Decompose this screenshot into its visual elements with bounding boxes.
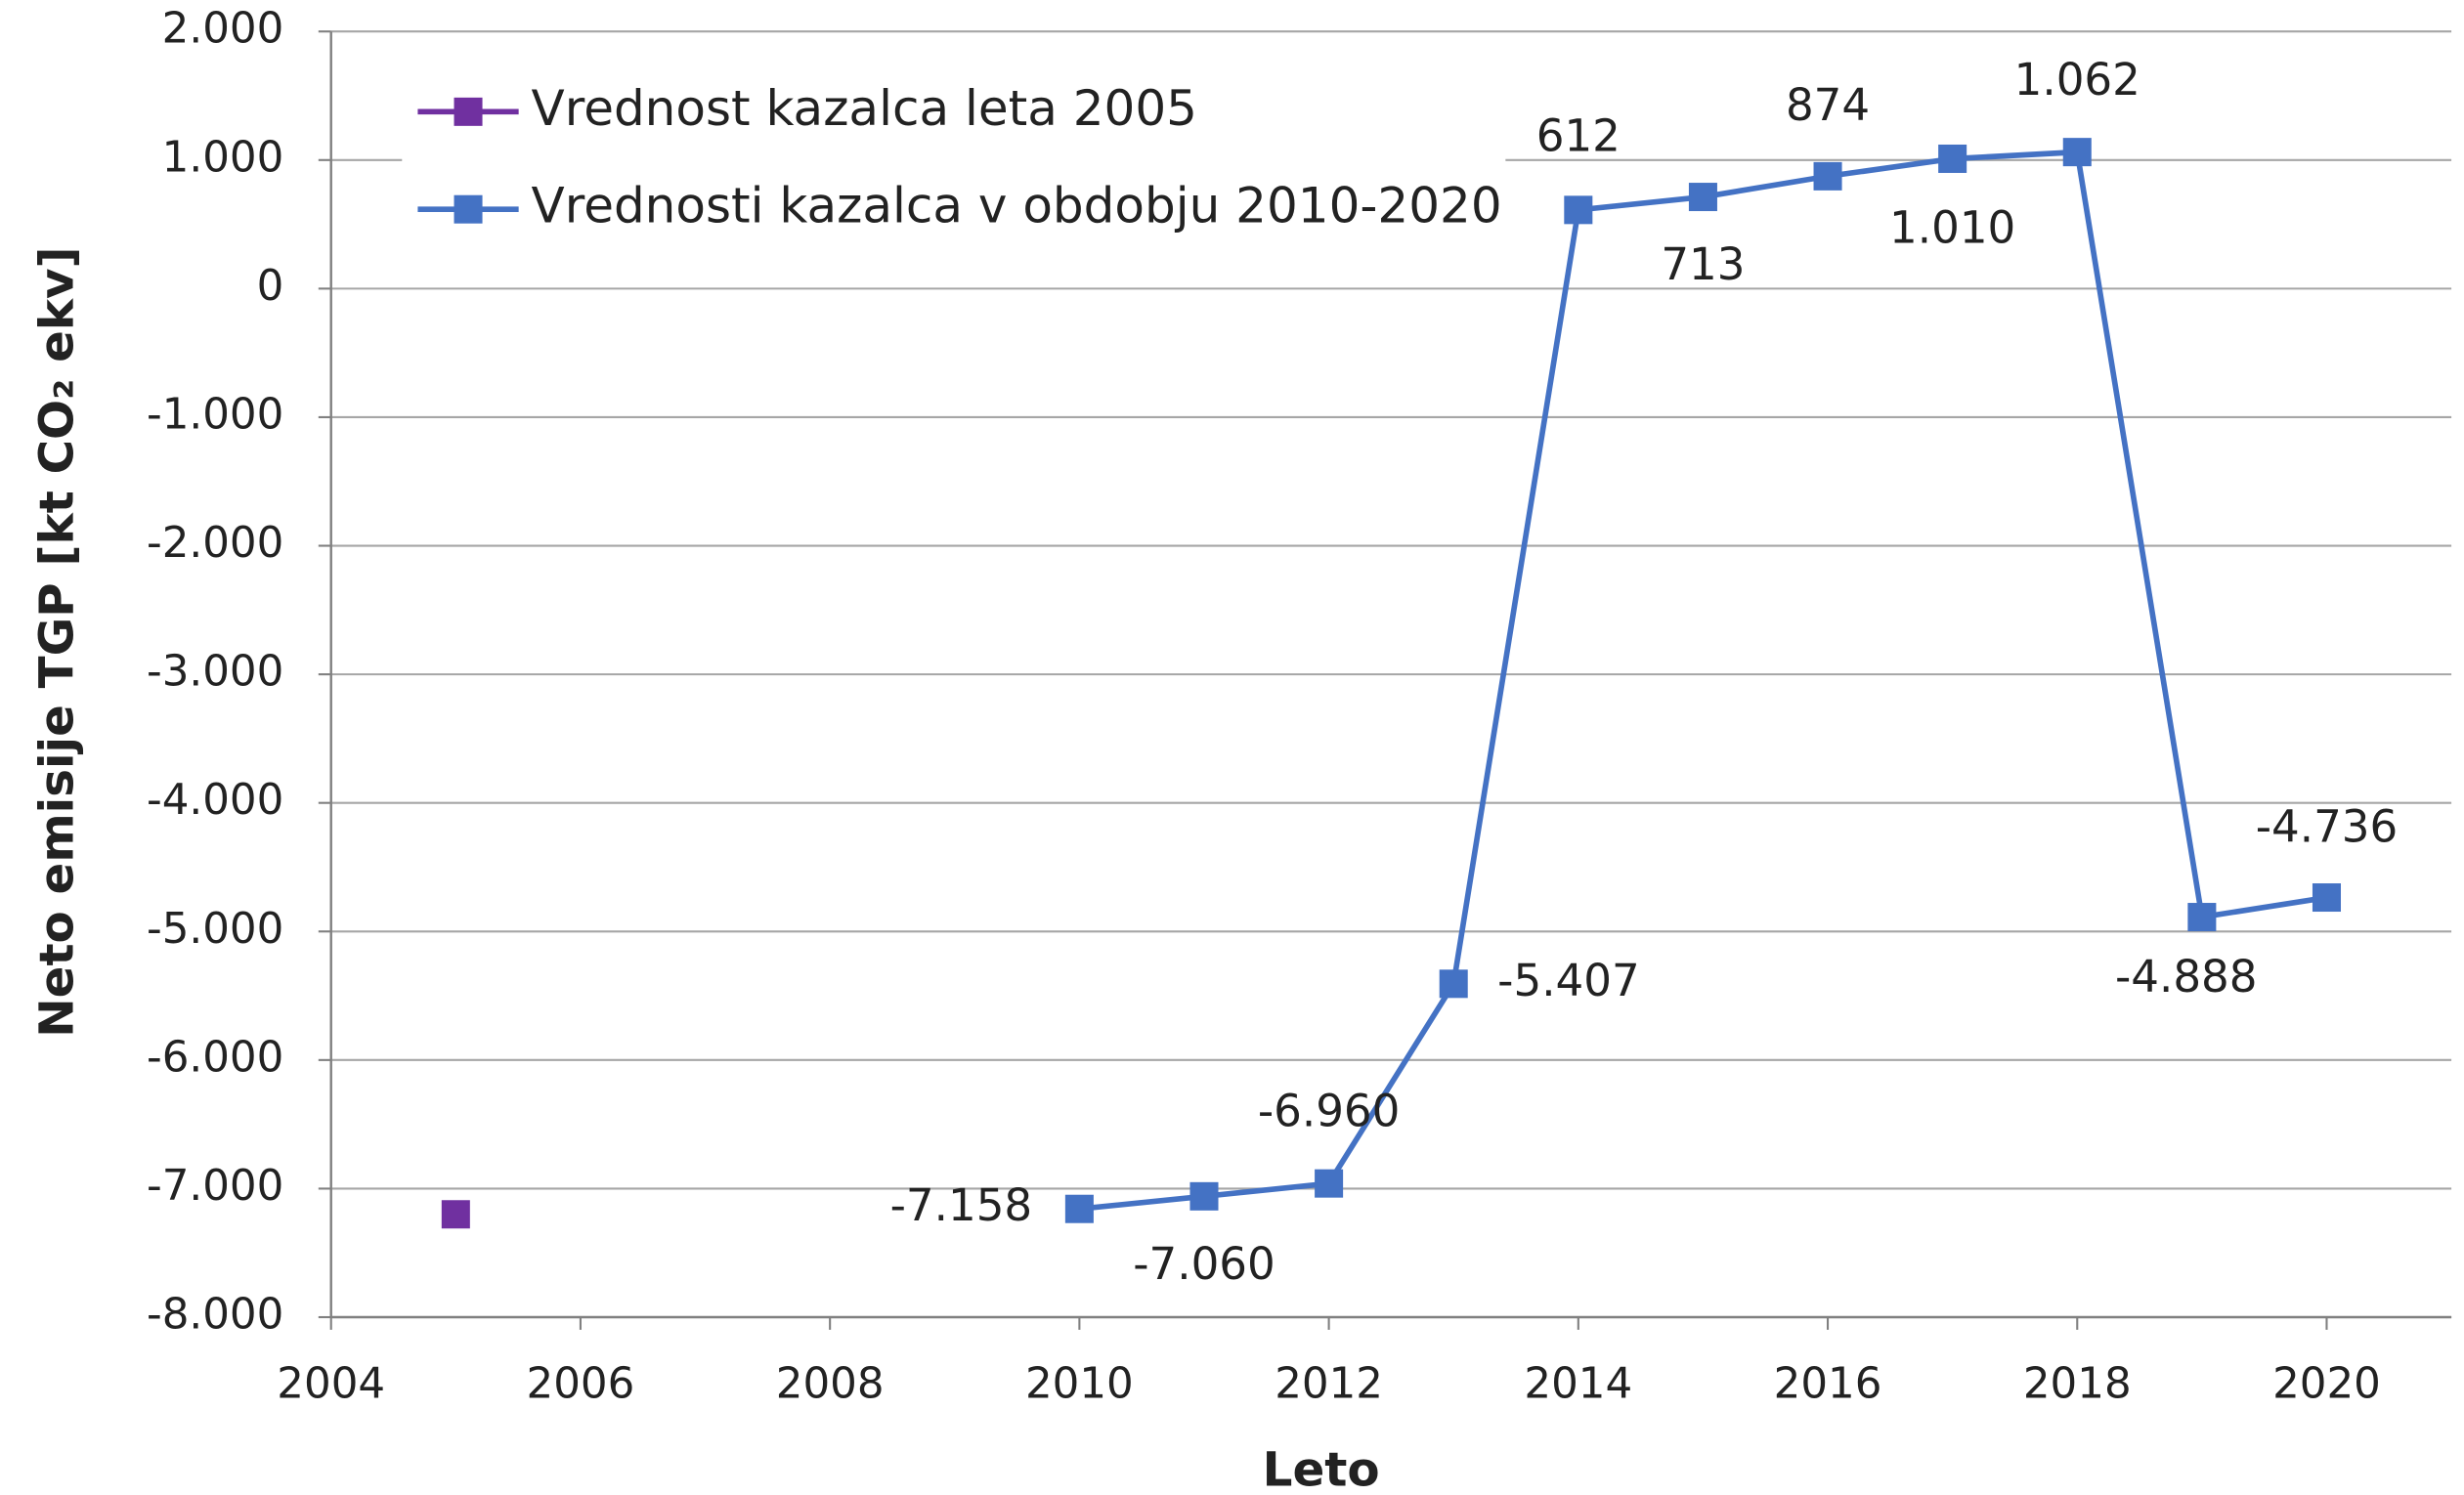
y-tick-label: 2.000: [162, 5, 284, 54]
data-label: 874: [1786, 79, 1870, 131]
y-tick-label: 0: [257, 262, 284, 311]
x-tick-label: 2004: [277, 1359, 385, 1408]
point-marker: [1688, 183, 1717, 212]
x-tick-label: 2012: [1275, 1359, 1383, 1408]
x-tick-label: 2018: [2023, 1359, 2132, 1408]
data-label: 612: [1536, 109, 1621, 161]
x-tick-label: 2008: [776, 1359, 885, 1408]
legend-label: Vrednost kazalca leta 2005: [532, 80, 1197, 137]
point-marker: [2312, 883, 2342, 913]
point-marker: [1315, 1169, 1344, 1198]
legend-label: Vrednosti kazalca v obdobju 2010-2020: [532, 178, 1502, 235]
legend-marker: [454, 97, 483, 126]
data-label: -6.960: [1258, 1085, 1401, 1136]
y-tick-label: -6.000: [147, 1033, 283, 1082]
x-axis-title: Leto: [1263, 1442, 1380, 1495]
y-tick-label: -1.000: [147, 390, 283, 439]
x-tick-label: 2016: [1774, 1359, 1882, 1408]
x-tick-label: 2006: [527, 1359, 635, 1408]
data-label: -4.888: [2115, 951, 2258, 1003]
point-marker: [441, 1200, 470, 1229]
point-marker: [1439, 969, 1468, 999]
point-marker: [1064, 1194, 1094, 1223]
point-marker: [1938, 144, 1967, 173]
x-tick-label: 2020: [2272, 1359, 2381, 1408]
y-tick-label: -4.000: [147, 776, 283, 825]
y-axis-title: Neto emisije TGP [kt CO₂ ekv]: [29, 246, 84, 1037]
data-label: 1.062: [2014, 54, 2140, 106]
legend-box: [402, 63, 1506, 268]
data-label: -7.158: [890, 1179, 1033, 1231]
legend-marker: [454, 194, 483, 224]
data-label: -7.060: [1133, 1238, 1275, 1290]
y-tick-label: -8.000: [147, 1291, 283, 1340]
y-tick-label: -3.000: [147, 648, 283, 697]
data-label: 713: [1661, 238, 1745, 290]
data-label: 1.010: [1889, 202, 2015, 254]
point-marker: [2187, 903, 2217, 932]
y-tick-label: 1.000: [162, 133, 284, 182]
x-tick-label: 2014: [1524, 1359, 1632, 1408]
series-line: [1079, 149, 2327, 1213]
y-tick-label: -2.000: [147, 519, 283, 568]
data-label: -4.736: [2256, 800, 2399, 852]
point-marker: [1564, 195, 1593, 225]
y-tick-label: -7.000: [147, 1162, 283, 1211]
point-marker: [2062, 138, 2092, 167]
point-marker: [1813, 161, 1842, 191]
point-marker: [1189, 1181, 1219, 1211]
y-tick-label: -5.000: [147, 905, 283, 954]
data-label: -5.407: [1497, 955, 1640, 1006]
x-tick-label: 2010: [1025, 1359, 1134, 1408]
